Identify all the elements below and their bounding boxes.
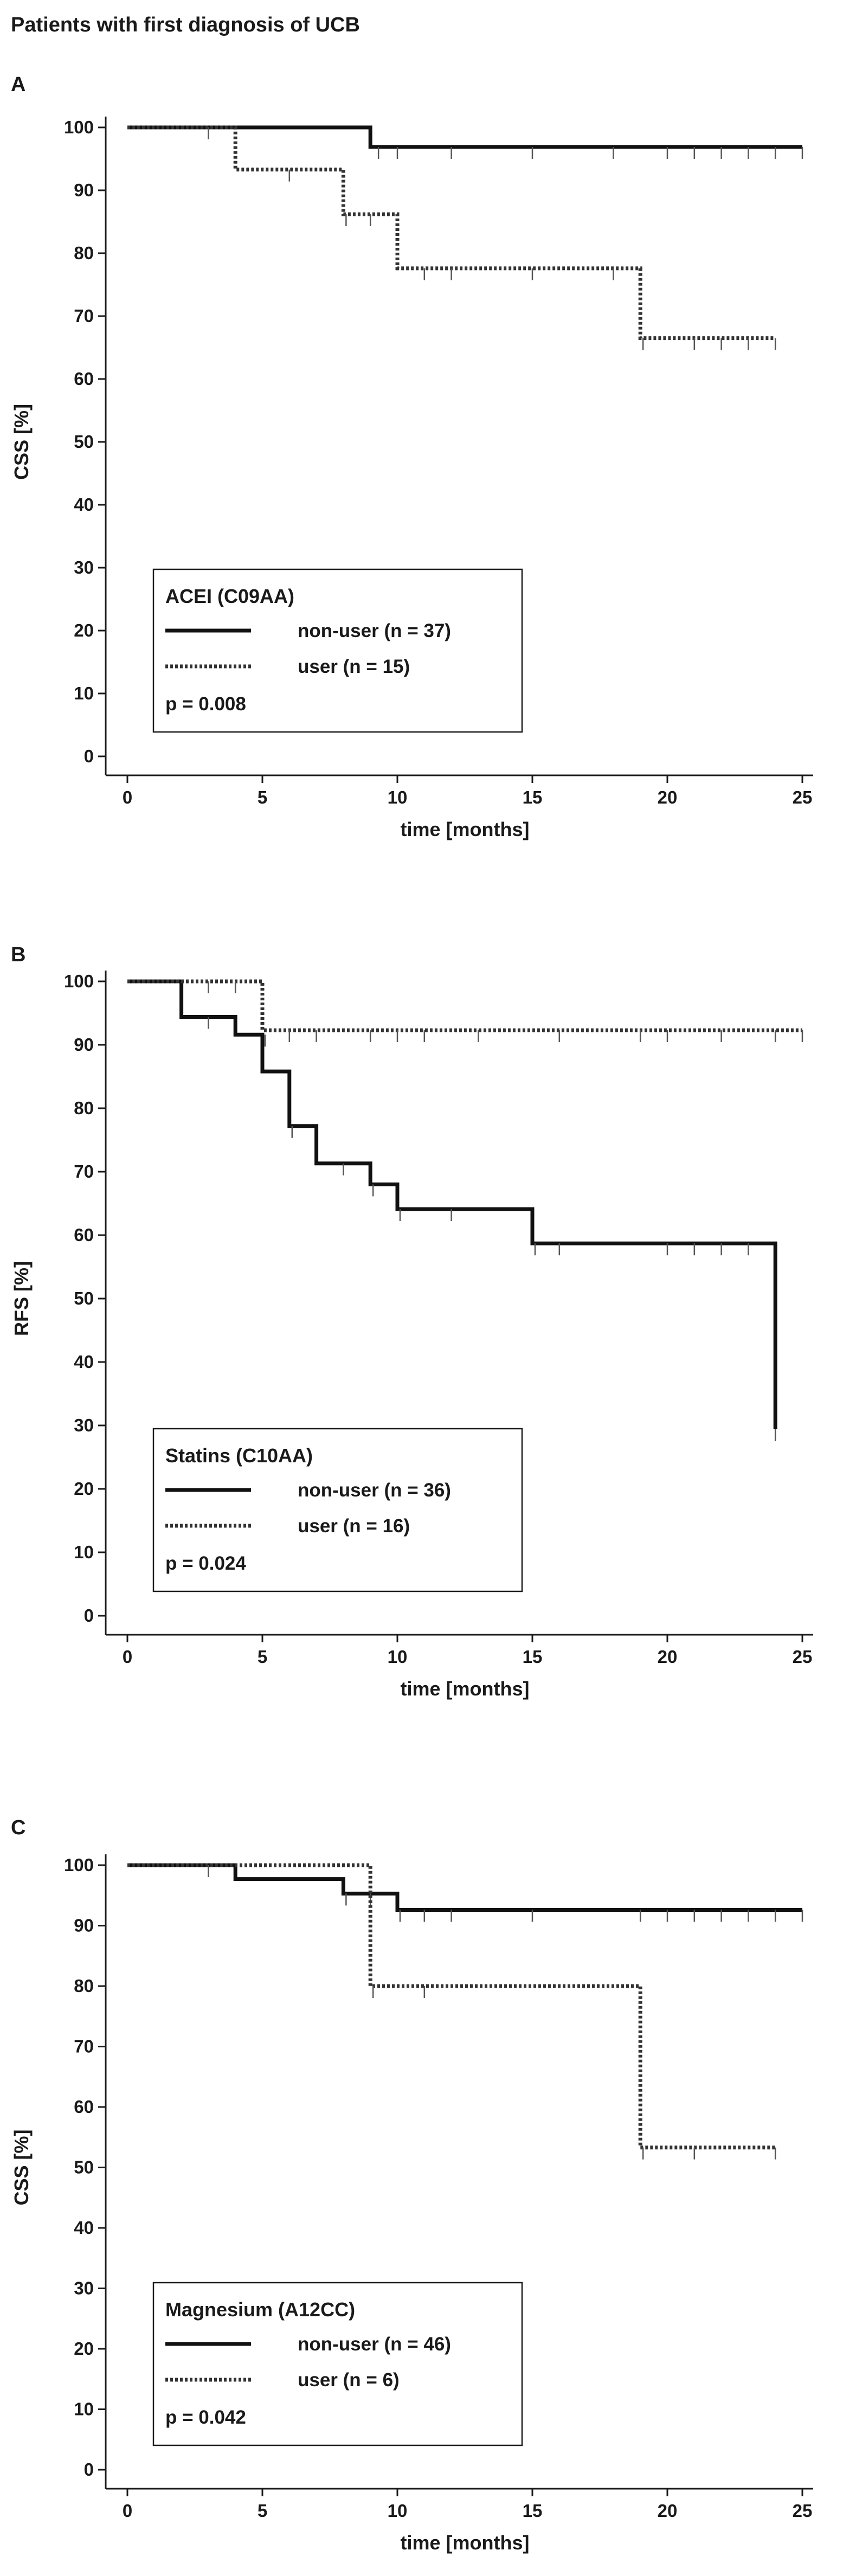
legend-title: Statins (C10AA) [165, 1444, 313, 1467]
y-tick-label: 50 [74, 2157, 94, 2177]
x-tick-label: 5 [258, 787, 267, 807]
y-tick-label: 90 [74, 1035, 94, 1055]
y-tick-label: 90 [74, 1916, 94, 1936]
legend-title: ACEI (C09AA) [165, 585, 294, 607]
legend-title: Magnesium (A12CC) [165, 2298, 355, 2321]
legend-box [152, 2282, 523, 2446]
x-tick-label: 15 [523, 1647, 543, 1667]
x-tick-label: 20 [658, 2501, 678, 2521]
series-user [127, 125, 776, 350]
series-user [127, 979, 803, 1043]
legend-box [152, 1428, 523, 1592]
y-tick-label: 30 [74, 1415, 94, 1435]
legend: Magnesium (A12CC) non-user (n = 46) user (… [152, 2282, 523, 2446]
panel-letter: C [11, 1816, 25, 1839]
p-value: p = 0.024 [165, 1553, 246, 1574]
y-tick-label: 40 [74, 494, 94, 515]
x-tick-label: 15 [523, 787, 543, 807]
x-tick-label: 10 [388, 2501, 408, 2521]
panel-b: B 0 10 20 30 40 50 60 70 80 90 100 0 5 10 15 20 25 time [m… [10, 943, 813, 1700]
y-tick-label: 60 [74, 369, 94, 389]
x-tick-label: 0 [123, 2501, 132, 2521]
series-user [127, 1863, 776, 2160]
x-tick-label: 15 [523, 2501, 543, 2521]
legend-label: user (n = 6) [298, 2369, 400, 2391]
x-axis-label: time [months] [401, 818, 530, 840]
survival-curve [127, 125, 776, 341]
survival-curve [127, 1863, 802, 1912]
survival-curve [127, 1863, 776, 2150]
x-axis-label: time [months] [401, 2532, 530, 2554]
legend: Statins (C10AA) non-user (n = 36) user (n … [152, 1428, 523, 1592]
series-non-user [127, 125, 803, 159]
p-value: p = 0.042 [165, 2407, 246, 2428]
legend: ACEI (C09AA)non-user (n = 37) user (n = 1… [152, 568, 523, 733]
y-tick-label: 100 [64, 1855, 94, 1875]
y-tick-label: 20 [74, 620, 94, 640]
x-tick-label: 20 [658, 1647, 678, 1667]
y-tick-label: 10 [74, 2399, 94, 2419]
y-tick-label: 60 [74, 2097, 94, 2117]
panel-c: C 0 10 20 30 40 50 60 70 80 90 100 0 5 10 15 20 25 time [m… [10, 1816, 813, 2554]
y-tick-label: 20 [74, 2339, 94, 2359]
x-tick-label: 25 [793, 1647, 813, 1667]
y-tick-label: 100 [64, 117, 94, 137]
y-tick-label: 70 [74, 1161, 94, 1181]
y-tick-label: 90 [74, 180, 94, 200]
legend-box [152, 568, 523, 733]
legend-label: non-user (n = 37) [298, 620, 451, 641]
y-tick-label: 100 [64, 971, 94, 991]
y-tick-label: 50 [74, 1288, 94, 1308]
series-non-user [127, 979, 777, 1442]
x-axis-label: time [months] [401, 1678, 530, 1700]
figure-title: Patients with first diagnosis of UCB [11, 14, 360, 36]
y-axis-label: RFS [%] [10, 1261, 33, 1336]
y-tick-label: 80 [74, 1976, 94, 1996]
survival-curve [127, 979, 777, 1430]
legend-label: user (n = 15) [298, 656, 410, 677]
y-tick-label: 40 [74, 1352, 94, 1372]
y-tick-label: 0 [84, 746, 94, 766]
y-tick-label: 20 [74, 1479, 94, 1499]
legend-label: non-user (n = 46) [298, 2334, 451, 2355]
x-tick-label: 25 [793, 2501, 813, 2521]
y-tick-label: 30 [74, 557, 94, 577]
survival-curve [127, 125, 802, 149]
x-tick-label: 0 [123, 787, 132, 807]
y-tick-label: 40 [74, 2218, 94, 2238]
x-tick-label: 10 [388, 787, 408, 807]
y-tick-label: 0 [84, 1605, 94, 1626]
survival-curve [127, 979, 802, 1032]
y-tick-label: 10 [74, 1542, 94, 1562]
y-tick-label: 70 [74, 2037, 94, 2057]
y-tick-label: 70 [74, 306, 94, 326]
y-tick-label: 30 [74, 2278, 94, 2298]
x-tick-label: 20 [658, 787, 678, 807]
y-tick-label: 0 [84, 2459, 94, 2479]
x-tick-label: 25 [793, 787, 813, 807]
series-non-user [127, 1863, 803, 1922]
panel-letter: A [11, 73, 25, 96]
x-tick-label: 5 [258, 1647, 267, 1667]
y-axis-label: CSS [%] [10, 404, 33, 480]
p-value: p = 0.008 [165, 693, 246, 715]
x-tick-label: 10 [388, 1647, 408, 1667]
legend-label: non-user (n = 36) [298, 1480, 451, 1501]
y-tick-label: 80 [74, 1098, 94, 1118]
y-tick-label: 10 [74, 683, 94, 703]
y-tick-label: 60 [74, 1225, 94, 1245]
y-axis-label: CSS [%] [10, 2129, 33, 2205]
panel-letter: B [11, 943, 25, 966]
legend-label: user (n = 16) [298, 1515, 410, 1537]
y-tick-label: 80 [74, 243, 94, 263]
x-tick-label: 5 [258, 2501, 267, 2521]
x-tick-label: 0 [123, 1647, 132, 1667]
panel-a: A 0 10 20 30 40 50 60 70 80 90 100 0 5 10 15 20 25 time [m… [10, 73, 813, 840]
y-tick-label: 50 [74, 432, 94, 452]
